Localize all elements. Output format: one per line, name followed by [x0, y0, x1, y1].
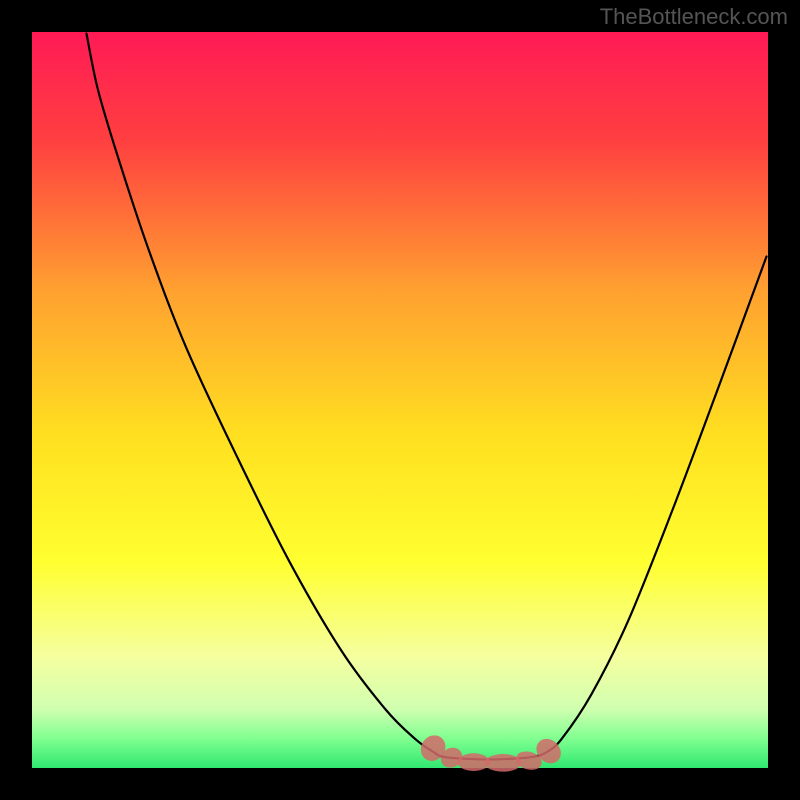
chart-plot-bg — [32, 32, 768, 768]
chart-container: TheBottleneck.com — [0, 0, 800, 800]
valley-marker-segment — [485, 754, 522, 772]
bottleneck-chart — [0, 0, 800, 800]
watermark-text: TheBottleneck.com — [600, 4, 788, 30]
